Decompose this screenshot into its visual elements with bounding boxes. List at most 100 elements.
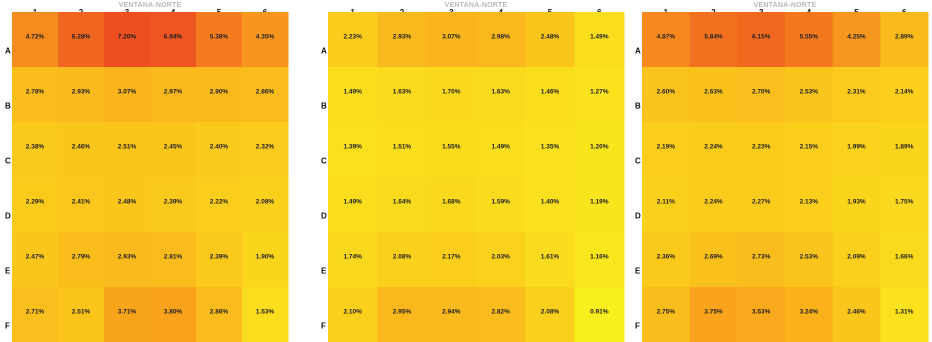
heatmap-cell [832,287,881,342]
cell-value-label: 2.81% [164,253,183,260]
cell-value-label: 3.80% [164,308,183,315]
heatmap-cell [12,177,59,233]
cell-value-label: 2.98% [491,33,510,40]
heatmap-cell [574,12,625,68]
row-label: B [635,101,641,110]
cell-value-label: 2.08% [256,198,275,205]
heatmap-cells [642,12,929,342]
heatmap-cell [12,67,59,123]
cell-value-label: 1.40% [541,198,560,205]
heatmap-cell [476,232,526,288]
heatmap-cell [328,177,378,233]
cell-value-label: 1.66% [895,253,914,260]
cell-value-label: 2.08% [393,253,412,260]
cell-value-label: 5.84% [704,33,723,40]
row-label: B [5,101,11,110]
cell-value-label: 2.51% [72,308,91,315]
cell-value-label: 2.31% [847,88,866,95]
cell-value-label: 1.61% [541,253,560,260]
cell-value-label: 2.17% [442,253,461,260]
cell-value-label: 2.46% [847,308,866,315]
heatmap-cell [476,67,526,123]
heatmap-cell [642,287,691,342]
heatmap-cell [574,232,625,288]
heatmap-cell [880,122,929,178]
cell-value-label: 1.49% [343,88,362,95]
heatmap-cell [104,287,151,342]
heatmap-cell [377,232,428,288]
heatmap-cell [58,67,105,123]
cell-value-label: 1.74% [343,253,362,260]
heatmap-cell [196,177,243,233]
heatmap-cell [785,67,834,123]
cell-value-label: 2.70% [752,88,771,95]
heatmap-cell [242,232,289,288]
heatmap-cell [150,122,197,178]
heatmap-cell [150,12,197,68]
heatmap-cell [12,12,59,68]
cell-value-label: 2.29% [26,198,45,205]
row-label: E [635,266,641,275]
cell-value-label: 2.23% [752,143,771,150]
heatmap-cell [242,12,289,68]
cell-value-label: 1.70% [442,88,461,95]
cell-value-label: 4.25% [847,33,866,40]
heatmap-panel-3: VENTANA-NORTE1234564.87%5.84%6.15%5.55%4… [635,2,929,342]
cell-value-label: 1.31% [895,308,914,315]
heatmap-cell [689,232,738,288]
cell-value-label: 2.48% [541,33,560,40]
heatmap-cell [426,287,477,342]
cell-value-label: 3.53% [752,308,771,315]
cell-value-label: 1.19% [590,198,609,205]
heatmap-cell [328,122,378,178]
heatmap-cell [426,12,477,68]
cell-value-label: 2.71% [26,308,45,315]
heatmap-cell [525,232,576,288]
cell-value-label: 2.22% [210,198,229,205]
cell-value-label: 2.93% [72,88,91,95]
heatmap-cell [832,122,881,178]
heatmap-cell [832,67,881,123]
cell-value-label: 2.93% [118,253,137,260]
row-label: E [321,266,327,275]
heatmap-cell [737,232,786,288]
row-label: D [5,211,11,220]
cell-value-label: 2.15% [800,143,819,150]
heatmap-cell [785,287,834,342]
cell-value-label: 2.90% [210,88,229,95]
cell-value-label: 1.59% [491,198,510,205]
heatmap-cells [12,12,289,342]
heatmap-cell [104,12,151,68]
cell-value-label: 2.53% [800,253,819,260]
heatmap-title: VENTANA-NORTE [754,2,817,9]
cell-value-label: 2.11% [657,198,675,205]
heatmap-cell [12,122,59,178]
cell-value-label: 2.53% [800,88,819,95]
row-label: F [321,321,326,330]
cell-value-label: 1.27% [590,88,609,95]
cell-value-label: 3.24% [800,308,819,315]
row-label: C [5,156,11,165]
heatmap-cell [426,232,477,288]
heatmap-cell [737,177,786,233]
cell-value-label: 3.07% [118,88,137,95]
row-label: D [635,211,641,220]
cell-value-label: 1.75% [895,198,914,205]
cell-value-label: 1.63% [393,88,412,95]
cell-value-label: 2.89% [895,33,914,40]
heatmap-title: VENTANA-NORTE [445,2,508,9]
row-label: A [5,46,11,55]
cell-value-label: 2.86% [210,308,229,315]
cell-value-label: 6.28% [72,33,91,40]
cell-value-label: 2.73% [752,253,771,260]
heatmap-cell [150,287,197,342]
heatmap-cell [328,67,378,123]
cell-value-label: 3.75% [704,308,723,315]
heatmap-cell [104,232,151,288]
cell-value-label: 1.49% [491,143,510,150]
cell-value-label: 2.45% [164,143,183,150]
cell-value-label: 2.47% [26,253,45,260]
heatmap-cell [832,12,881,68]
heatmap-cell [328,287,378,342]
heatmap-cell [150,67,197,123]
